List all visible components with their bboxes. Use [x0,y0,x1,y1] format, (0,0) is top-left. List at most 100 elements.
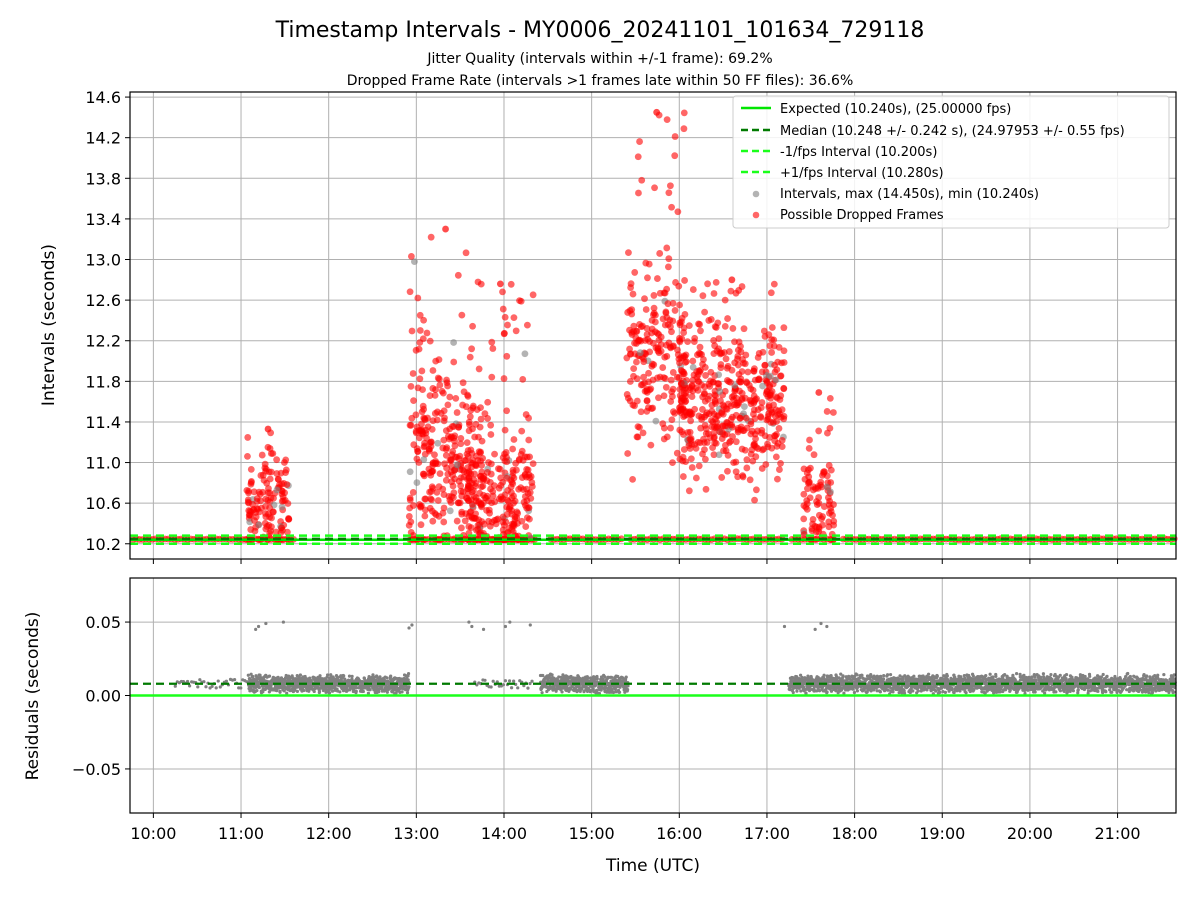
dropped-frame-point [710,433,718,441]
dropped-frame-point [244,452,251,460]
dropped-frame-point [462,249,470,257]
dropped-frame-point [410,502,417,509]
residual-point [354,686,358,690]
dropped-frame-point [736,414,744,422]
dropped-frame-point [633,375,641,383]
dropped-frame-point [477,280,485,288]
dropped-frame-point [800,490,808,498]
interval-point [450,339,458,346]
dropped-frame-point [650,304,658,312]
dropped-frame-point [677,379,685,387]
residual-point [1030,675,1034,679]
dropped-frame-point [669,459,676,467]
dropped-frame-point [738,389,746,397]
dropped-frame-point [485,459,492,466]
legend-swatch-dropped [752,211,760,219]
dropped-frame-point [742,414,750,422]
dropped-frame-point [630,322,638,330]
dropped-frame-point [463,439,471,446]
dropped-frame-point [740,325,748,333]
dropped-frame-point [682,458,690,466]
dropped-frame-point [762,461,770,468]
dropped-frame-point [503,503,511,511]
dropped-frame-point [777,413,785,421]
intervals-y-tick-label: 11.4 [85,413,121,432]
dropped-frame-point [830,501,837,508]
dropped-frame-point [475,448,483,456]
residual-point [380,685,384,689]
dropped-frame-point [643,388,651,396]
dropped-frame-point [630,365,638,373]
dropped-frame-point [704,395,712,403]
dropped-frame-point [724,400,732,408]
dropped-frame-point [667,398,675,405]
dropped-frame-point [715,380,723,388]
dropped-frame-point [252,513,260,521]
dropped-frame-point [406,421,414,429]
dropped-frame-point [491,450,498,458]
dropped-frame-point [503,352,511,360]
dropped-frame-point [731,359,739,367]
interval-point [772,376,780,384]
interval-point [826,488,834,496]
legend-label-expected: Expected (10.240s), (25.00000 fps) [780,102,1011,117]
dropped-frame-point [501,329,508,337]
interval-point [434,439,442,447]
dropped-frame-point [409,370,417,377]
dropped-frame-point [644,274,651,282]
dropped-frame-point [426,337,434,345]
residual-point [257,685,261,690]
residual-point [841,674,845,678]
dropped-frame-point [415,427,423,434]
dropped-frame-point [718,474,726,481]
dropped-frame-point [420,472,428,480]
dropped-frame-point [455,499,463,507]
dropped-frame-point [509,445,517,453]
dropped-frame-point [440,491,448,498]
legend-entry-dropped: Possible Dropped Frames [752,208,944,223]
dropped-frame-point [767,394,775,402]
dropped-frame-point [685,487,693,495]
dropped-frame-point [710,290,718,297]
interval-point [716,388,724,395]
dropped-frame-point [780,347,788,355]
dropped-frame-point [643,397,651,405]
interval-point [255,521,263,529]
dropped-frame-point [809,515,817,523]
intervals-y-tick-label: 13.8 [85,169,121,188]
dropped-frame-point [528,479,536,486]
dropped-frame-point [519,375,527,383]
dropped-frame-point [643,324,651,332]
residual-point [246,673,250,677]
dropped-frame-point [631,269,639,276]
dropped-frame-point [725,348,733,355]
residual-point [400,690,404,694]
dropped-frame-point [438,387,446,395]
dropped-frame-point [416,311,424,319]
dropped-frame-point [407,528,415,536]
interval-point [521,350,529,358]
dropped-frame-point [687,417,695,425]
residual-point [800,675,804,680]
dropped-frame-point [636,138,643,145]
dropped-frame-point [487,421,495,429]
residual-point [938,690,942,694]
residual-point [378,675,382,679]
dropped-frame-point [285,515,293,523]
dropped-frame-point [666,182,674,190]
dropped-frame-point [751,415,759,422]
dropped-frame-point [455,455,463,463]
dropped-frame-point [484,414,492,422]
residual-point [888,672,893,677]
interval-point [715,371,723,379]
dropped-frame-point [697,327,704,335]
dropped-frame-point [759,348,767,356]
dropped-frame-point [773,366,781,374]
dropped-frame-point [830,517,838,525]
dropped-frame-point [266,489,273,497]
dropped-frame-point [624,450,632,457]
dropped-frame-point [724,467,731,475]
dropped-frame-point [479,482,487,490]
dropped-frame-point [426,445,433,453]
dropped-frame-point [627,280,635,287]
